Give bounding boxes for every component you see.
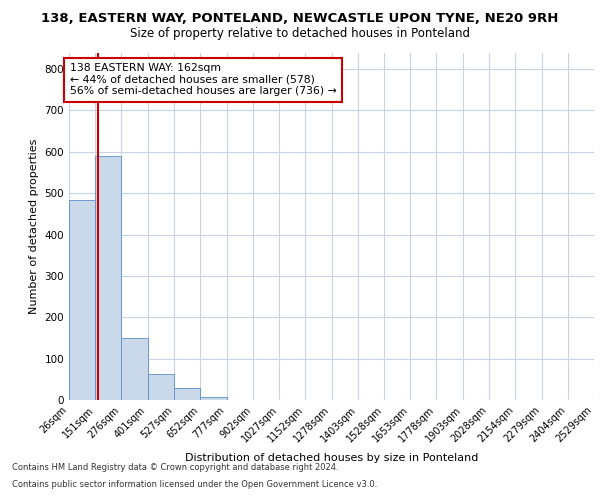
- X-axis label: Distribution of detached houses by size in Ponteland: Distribution of detached houses by size …: [185, 452, 478, 462]
- Text: Size of property relative to detached houses in Ponteland: Size of property relative to detached ho…: [130, 28, 470, 40]
- Bar: [200, 397, 227, 400]
- Bar: [148, 374, 174, 400]
- Bar: [95, 156, 121, 400]
- Text: Contains public sector information licensed under the Open Government Licence v3: Contains public sector information licen…: [12, 480, 377, 489]
- Bar: [121, 338, 148, 400]
- Text: 138 EASTERN WAY: 162sqm
← 44% of detached houses are smaller (578)
56% of semi-d: 138 EASTERN WAY: 162sqm ← 44% of detache…: [70, 63, 336, 96]
- Text: 138, EASTERN WAY, PONTELAND, NEWCASTLE UPON TYNE, NE20 9RH: 138, EASTERN WAY, PONTELAND, NEWCASTLE U…: [41, 12, 559, 26]
- Bar: [69, 200, 95, 400]
- Bar: [174, 388, 200, 400]
- Y-axis label: Number of detached properties: Number of detached properties: [29, 138, 39, 314]
- Text: Contains HM Land Registry data © Crown copyright and database right 2024.: Contains HM Land Registry data © Crown c…: [12, 464, 338, 472]
